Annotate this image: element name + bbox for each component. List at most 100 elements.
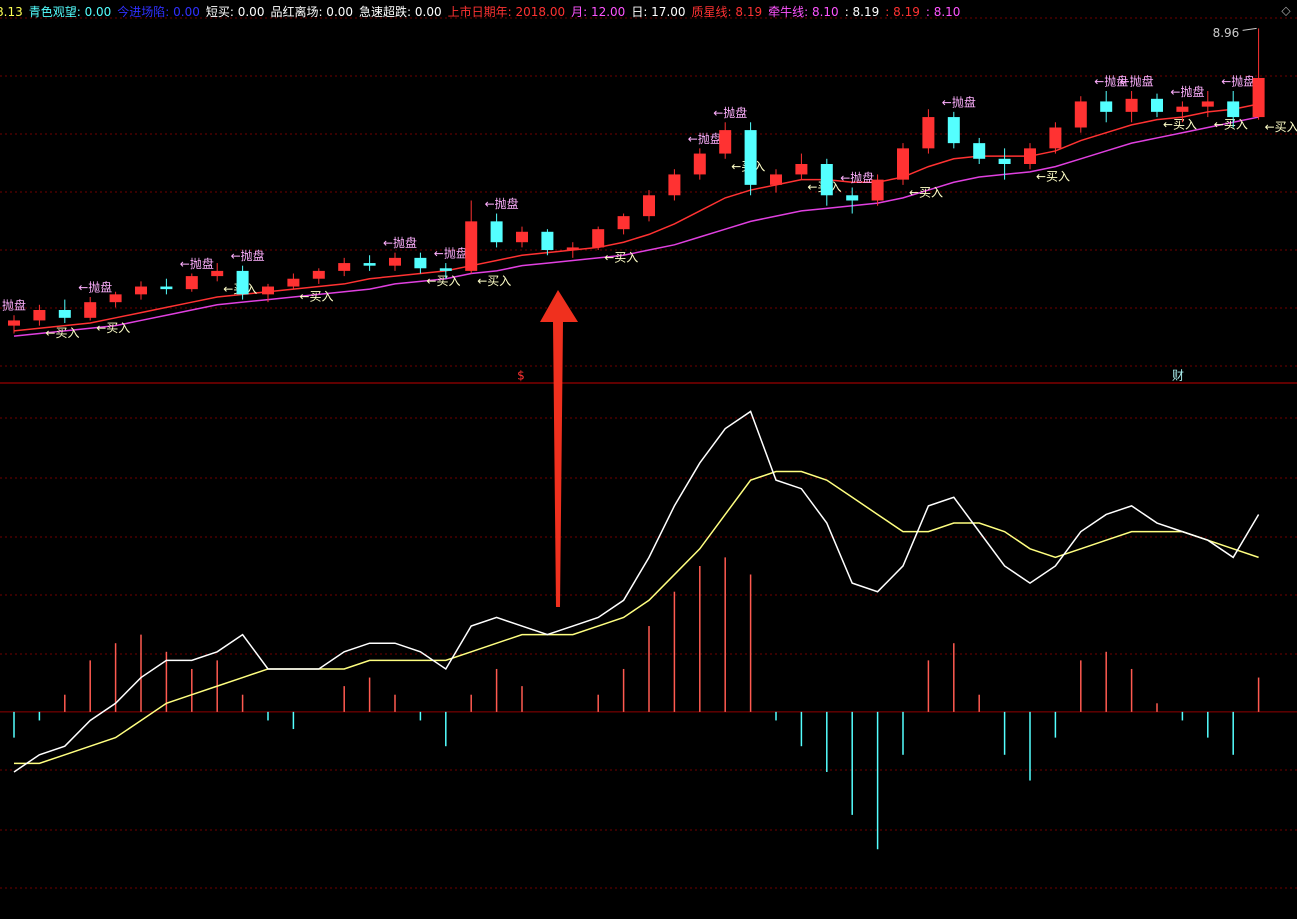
candle-body bbox=[770, 174, 782, 185]
sell-signal: ←抛盘 bbox=[485, 196, 519, 211]
candle-body bbox=[160, 286, 173, 290]
high-label: 8.96 bbox=[1213, 26, 1240, 40]
candle-body bbox=[465, 221, 478, 271]
buy-signal: ←买入 bbox=[604, 251, 638, 265]
candle-body bbox=[439, 268, 452, 271]
candle-body bbox=[516, 231, 528, 243]
candle-body bbox=[414, 257, 427, 269]
sell-signal: ←抛盘 bbox=[840, 170, 874, 185]
candle-body bbox=[1252, 77, 1265, 118]
candle-body bbox=[592, 229, 605, 248]
header-item: : 8.10 bbox=[925, 5, 961, 19]
candle-body bbox=[211, 270, 224, 277]
candle-body bbox=[236, 270, 249, 295]
candle-body bbox=[719, 130, 732, 154]
sell-signal: ←抛盘 bbox=[942, 94, 976, 109]
candle-body bbox=[897, 148, 909, 180]
header: 8.13 青色观望: 0.00 今进场陷: 0.00 短买: 0.00 品红离场: 0.… bbox=[0, 3, 966, 20]
high-pointer bbox=[1242, 27, 1257, 31]
candle-body bbox=[1100, 101, 1113, 112]
dea-line bbox=[14, 470, 1259, 765]
candle-body bbox=[871, 179, 884, 201]
candle-body bbox=[33, 310, 46, 321]
buy-signal: ←买入 bbox=[909, 185, 943, 199]
candle-body bbox=[1176, 106, 1189, 112]
header-item: 急速超跌: 0.00 bbox=[359, 5, 442, 19]
header-item: 8.13 bbox=[0, 5, 23, 19]
candle-body bbox=[363, 263, 376, 266]
buy-signal: ←买入 bbox=[426, 274, 460, 288]
candle-body bbox=[490, 221, 503, 243]
candle-body bbox=[643, 195, 655, 217]
candle-body bbox=[541, 231, 554, 251]
candle-body bbox=[846, 195, 859, 201]
sell-signal: ←抛盘 bbox=[688, 131, 722, 146]
candle-body bbox=[922, 117, 935, 149]
sell-signal: ←抛盘 bbox=[231, 248, 265, 263]
header-item: 今进场陷: 0.00 bbox=[117, 5, 200, 19]
buy-signal: ←买入 bbox=[1265, 120, 1297, 134]
candle-body bbox=[185, 276, 198, 290]
candle-body bbox=[668, 174, 681, 196]
candle-body bbox=[338, 263, 351, 271]
candle-body bbox=[1201, 101, 1214, 107]
header-item: 青色观望: 0.00 bbox=[28, 5, 112, 19]
candle-body bbox=[389, 257, 401, 266]
buy-signal: ←买入 bbox=[1163, 118, 1197, 132]
candle-body bbox=[8, 320, 20, 326]
sell-signal: ←抛盘 bbox=[383, 235, 417, 250]
candle-body bbox=[566, 247, 579, 251]
buy-signal: ←买入 bbox=[96, 321, 130, 335]
ma-line bbox=[13, 116, 1259, 337]
sell-signal: ←抛盘 bbox=[1094, 74, 1128, 89]
header-item: : 8.19 bbox=[885, 5, 920, 19]
annotation-arrow bbox=[540, 290, 578, 607]
candle-body bbox=[1074, 101, 1087, 128]
candle-body bbox=[135, 286, 147, 295]
candle-body bbox=[693, 153, 706, 175]
candle-body bbox=[262, 286, 274, 295]
candle-body bbox=[617, 216, 630, 230]
divider-marker: 财 bbox=[1172, 369, 1184, 383]
candle-body bbox=[109, 294, 122, 303]
sell-signal: ←抛盘 bbox=[180, 256, 214, 271]
sell-signal: ←抛盘 bbox=[1221, 74, 1255, 89]
candle-body bbox=[1049, 127, 1062, 149]
candle-body bbox=[58, 310, 71, 318]
sell-signal: ←抛盘 bbox=[434, 246, 468, 261]
divider-marker: $ bbox=[517, 369, 525, 383]
header-item: 品红离场: 0.00 bbox=[270, 5, 354, 19]
candle-body bbox=[1125, 98, 1138, 112]
candle-body bbox=[287, 278, 300, 287]
sell-signal: 抛盘 bbox=[2, 298, 26, 313]
header-item: 牵牛线: 8.10 bbox=[768, 5, 839, 19]
candle-body bbox=[998, 158, 1011, 164]
header-item: 上市日期年: 2018.00 bbox=[447, 5, 566, 19]
candle-body bbox=[795, 164, 808, 175]
candle-body bbox=[312, 270, 325, 279]
sell-signal: ←抛盘 bbox=[713, 105, 747, 120]
sell-signal: ←抛盘 bbox=[1170, 84, 1204, 99]
header-item: 月: 12.00 bbox=[571, 5, 626, 19]
header-item: 短买: 0.00 bbox=[205, 5, 265, 19]
candle-body bbox=[1024, 148, 1036, 164]
candle-body bbox=[1227, 101, 1240, 118]
buy-signal: ←买入 bbox=[299, 290, 333, 304]
dif-line bbox=[13, 410, 1260, 773]
candle-body bbox=[947, 117, 960, 144]
sell-signal: ←抛盘 bbox=[78, 279, 112, 294]
buy-signal: ←买入 bbox=[1036, 170, 1070, 184]
candle-body bbox=[1151, 98, 1163, 112]
candle-body bbox=[973, 143, 986, 159]
buy-signal: ←买入 bbox=[477, 274, 511, 288]
candle-body bbox=[84, 302, 97, 318]
header-item: : 8.19 bbox=[844, 5, 880, 19]
candle-body bbox=[820, 164, 833, 196]
header-item: 日: 17.00 bbox=[631, 5, 686, 19]
icon[interactable]: ◇ bbox=[1281, 4, 1291, 18]
header-item: 质星线: 8.19 bbox=[691, 5, 763, 19]
buy-signal: ←买入 bbox=[1214, 118, 1248, 132]
ma-line bbox=[13, 103, 1259, 332]
